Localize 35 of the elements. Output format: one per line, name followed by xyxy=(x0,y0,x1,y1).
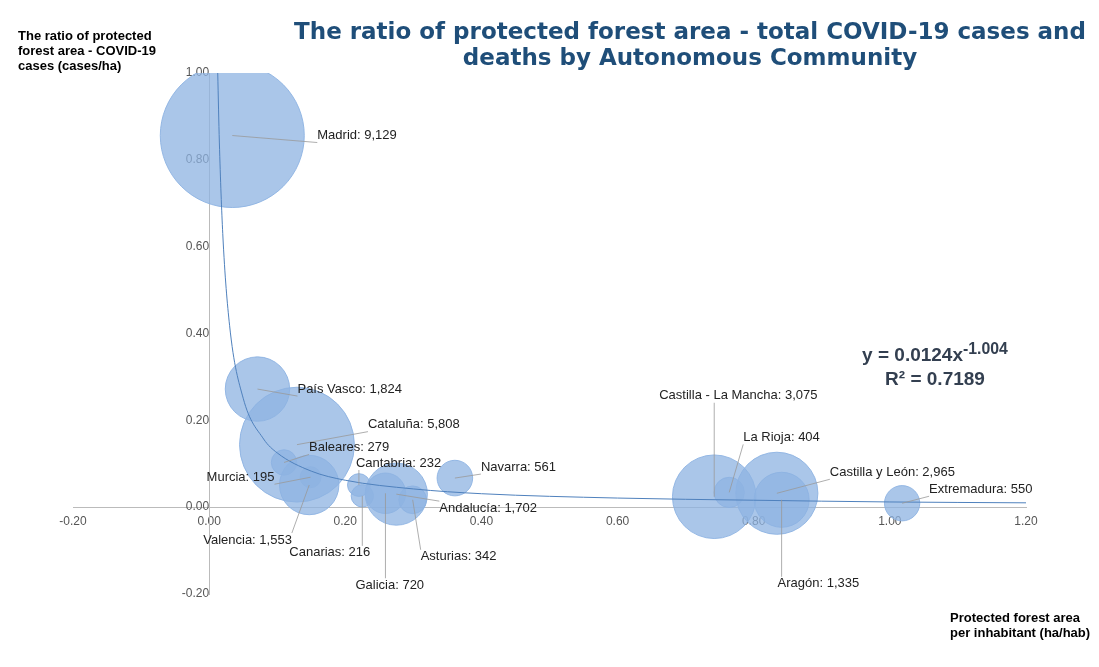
annotation: Galicia: 720 xyxy=(355,576,425,592)
annotation: Valencia: 1,553 xyxy=(203,531,292,547)
annotation: Baleares: 279 xyxy=(309,439,390,455)
annotation: Cataluña: 5,808 xyxy=(367,416,460,432)
annotation: Andalucía: 1,702 xyxy=(439,499,537,515)
x-tick-label: 1.20 xyxy=(1014,513,1038,528)
annotation: R² = 0.7189 xyxy=(884,368,986,390)
x-axis-title: Protected forest area per inhabitant (ha/hab) xyxy=(950,610,1092,640)
annotation: Navarra: 561 xyxy=(480,458,557,474)
x-tick-label: 0.40 xyxy=(469,513,494,528)
annotation: La Rioja: 404 xyxy=(743,428,820,444)
y-tick-label: 0.60 xyxy=(185,238,210,253)
annotation: Canarias: 216 xyxy=(289,544,371,560)
annotation: País Vasco: 1,824 xyxy=(297,380,403,396)
x-tick-label: -0.20 xyxy=(59,513,87,528)
y-tick-label: 0.00 xyxy=(185,499,210,514)
y-tick-label: 0.40 xyxy=(185,325,210,340)
annotation: Madrid: 9,129 xyxy=(317,127,397,143)
y-tick-label: 0.20 xyxy=(185,412,210,427)
annotation: Cantabria: 232 xyxy=(355,454,442,470)
annotation: Aragón: 1,335 xyxy=(777,575,860,591)
annotation: Asturias: 342 xyxy=(420,548,497,564)
annotation: Extremadura: 550 xyxy=(929,480,1033,496)
annotation: Castilla y León: 2,965 xyxy=(829,463,955,479)
x-tick-label: 0.60 xyxy=(605,513,630,528)
y-tick-label: -0.20 xyxy=(181,586,210,601)
x-tick-label: 0.00 xyxy=(197,513,222,528)
x-tick-label: 0.20 xyxy=(333,513,358,528)
annotation: Castilla - La Mancha: 3,075 xyxy=(659,387,818,403)
y-tick-label: 1.00 xyxy=(185,65,210,80)
y-axis-title: The ratio of protected forest area - COVID-19 cases (cases/ha) xyxy=(18,28,157,73)
annotation: y = 0.0124x$^{-1.004}$ xyxy=(861,340,1009,367)
chart-title: The ratio of protected forest area - total COVID-19 cases and deaths by Autonomous Community xyxy=(293,18,1087,70)
x-tick-label: 1.00 xyxy=(878,513,902,528)
annotation: Murcia: 195 xyxy=(206,468,275,484)
